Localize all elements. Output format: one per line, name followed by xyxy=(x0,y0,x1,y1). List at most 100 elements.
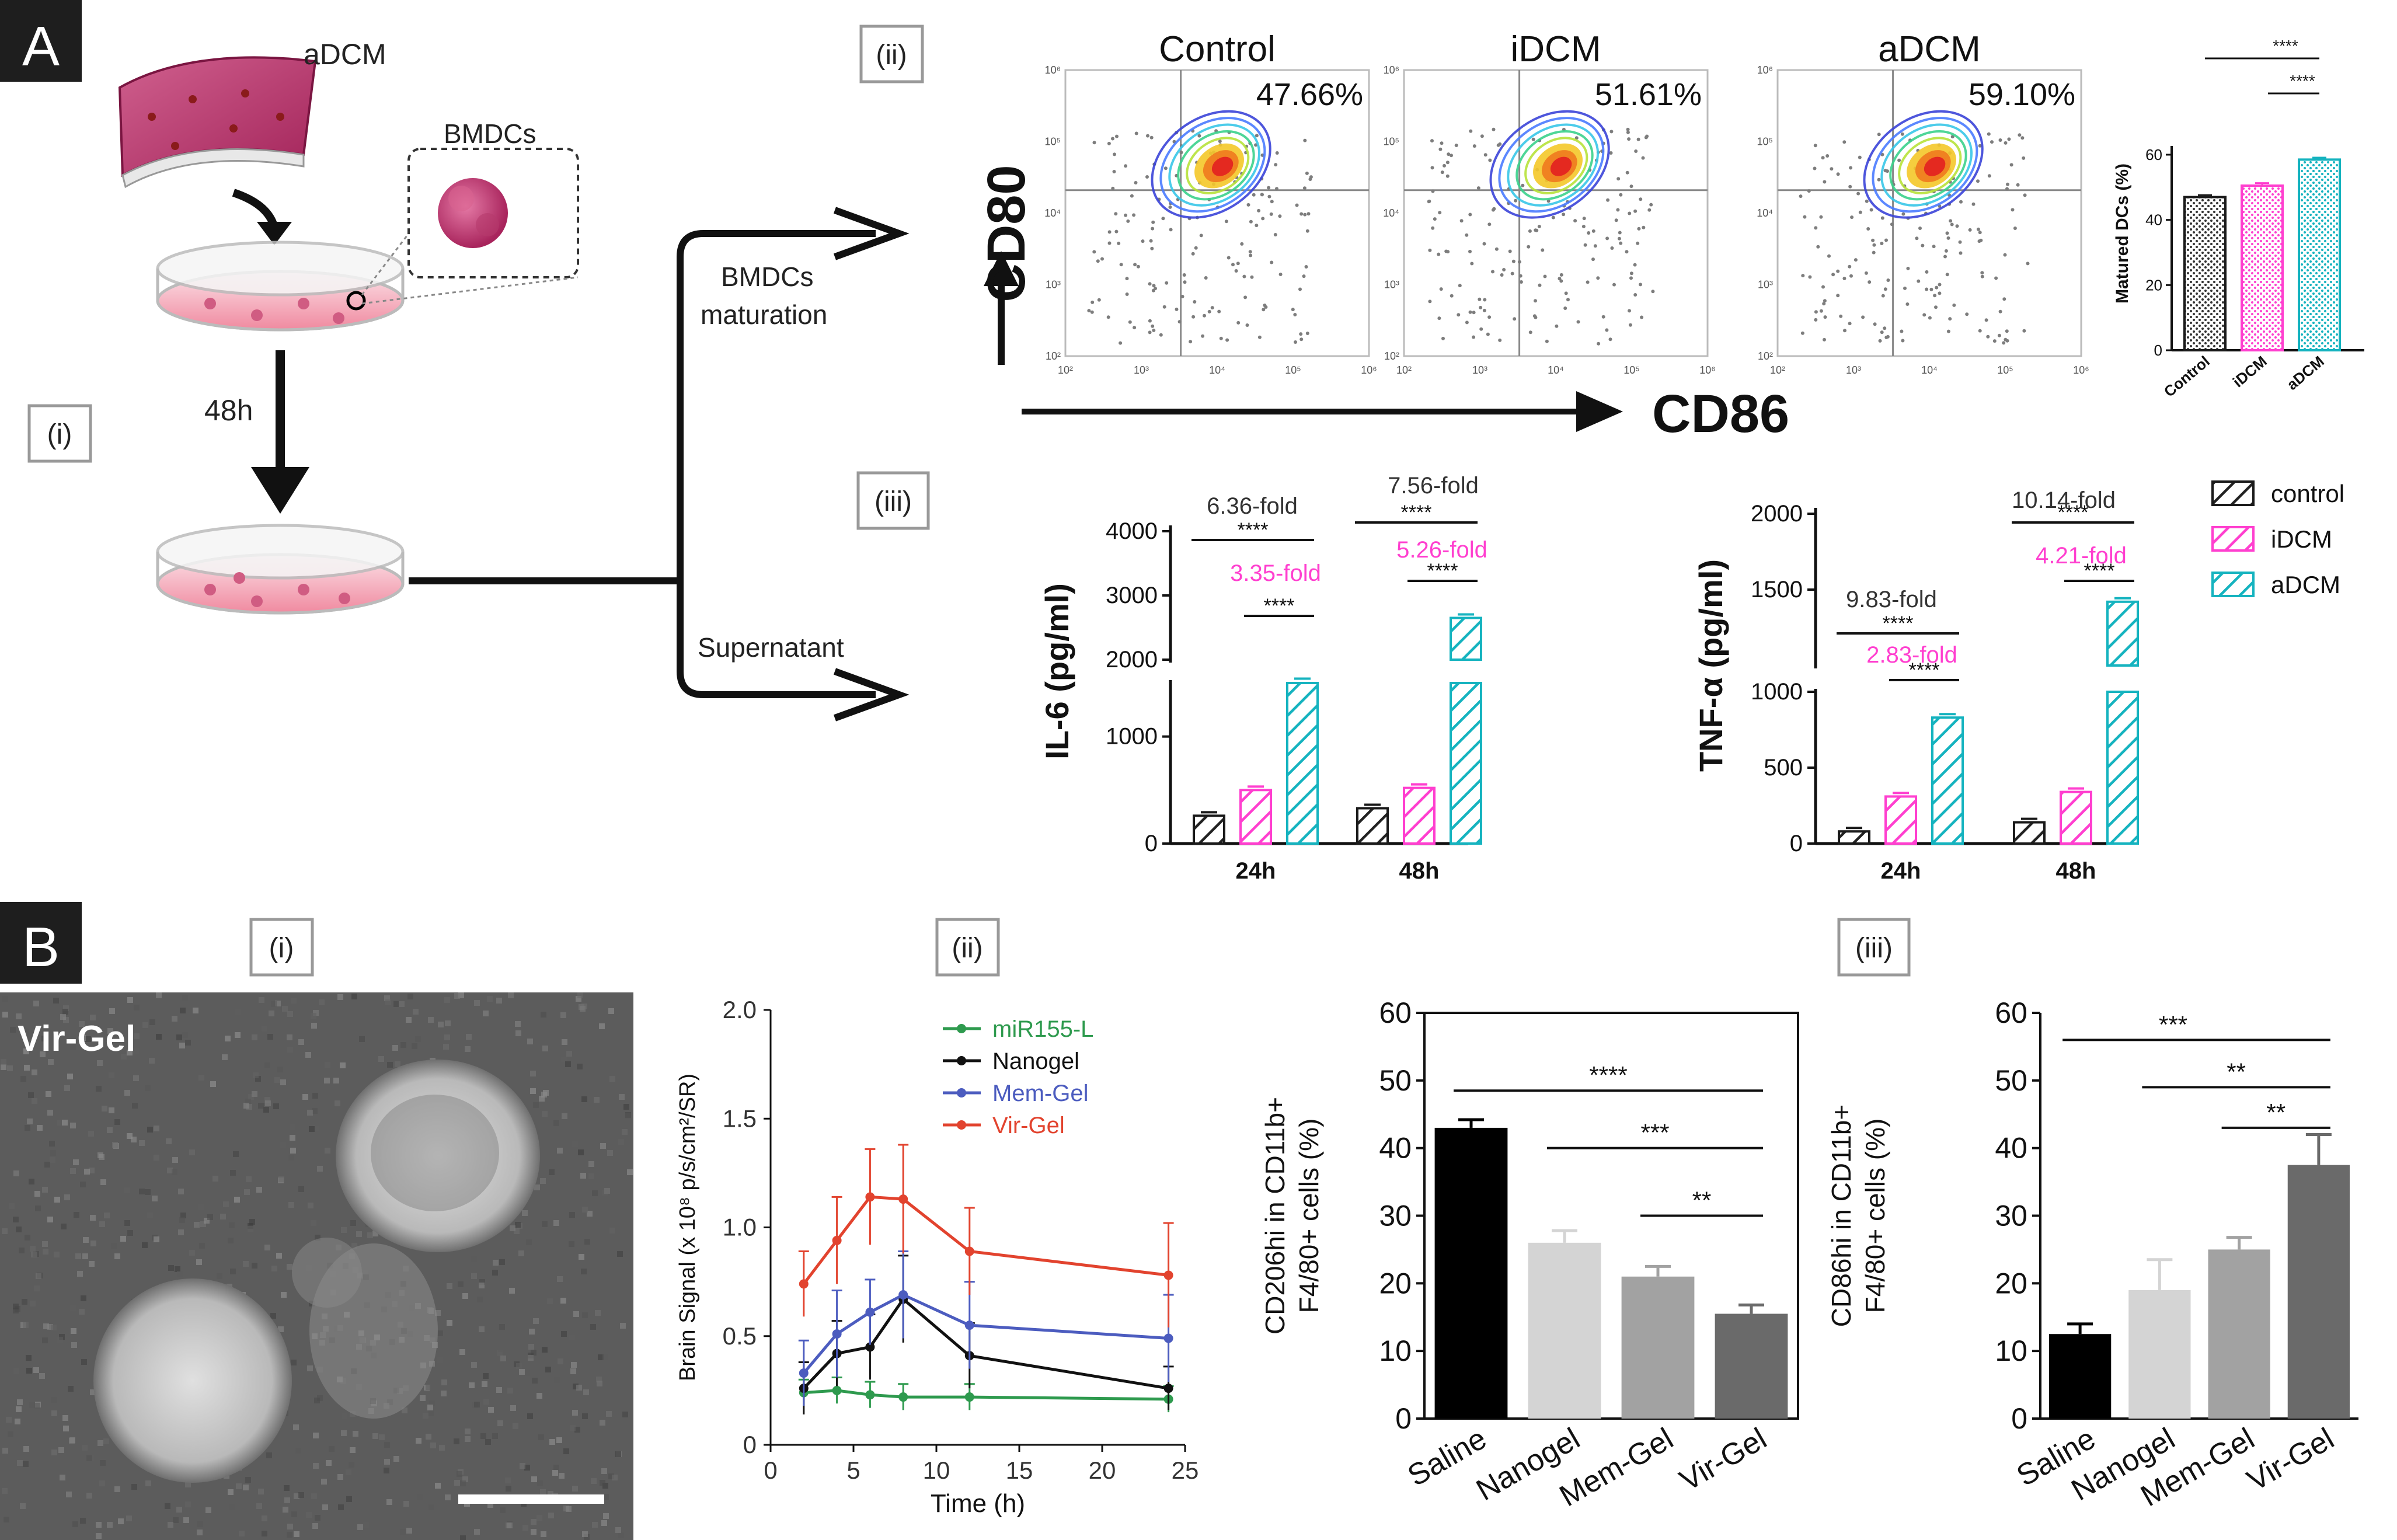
noise-speck xyxy=(109,1107,114,1113)
flow-event-dot xyxy=(1177,320,1182,324)
noise-speck xyxy=(509,1272,515,1278)
flow-x-tick-label: 10³ xyxy=(1134,364,1149,376)
flow-event-dot xyxy=(1217,309,1221,313)
noise-speck xyxy=(599,1023,605,1029)
flow-event-dot xyxy=(1823,315,1827,319)
noise-speck xyxy=(86,1455,92,1461)
noise-speck xyxy=(562,1039,567,1045)
noise-speck xyxy=(393,1001,399,1007)
flow-event-dot xyxy=(1649,203,1653,207)
noise-speck xyxy=(220,1214,226,1220)
noise-speck xyxy=(267,1034,273,1040)
noise-speck xyxy=(623,1104,629,1110)
matured-y-tick-label: 0 xyxy=(2154,342,2162,359)
noise-speck xyxy=(36,1273,41,1279)
flow-event-dot xyxy=(1179,151,1183,155)
cd86b-chart-sig-label: *** xyxy=(2159,1011,2187,1038)
flow-event-dot xyxy=(1151,227,1155,231)
noise-speck xyxy=(428,1410,434,1416)
adcm-label: aDCM xyxy=(304,38,386,71)
flow-event-dot xyxy=(1450,154,1453,158)
flow-event-dot xyxy=(1944,249,1948,253)
noise-speck xyxy=(99,1221,105,1227)
noise-speck xyxy=(506,1486,511,1492)
il6-chart-fold-label: 3.35-fold xyxy=(1230,560,1321,586)
noise-speck xyxy=(103,1438,109,1444)
flow-event-dot xyxy=(1883,169,1887,173)
il6-chart-bar xyxy=(1403,786,1436,845)
noise-speck xyxy=(553,1465,559,1471)
noise-speck xyxy=(210,1081,216,1087)
flow-event-dot xyxy=(1254,143,1258,147)
brain-legend-label: Vir-Gel xyxy=(992,1113,1065,1138)
flow-event-dot xyxy=(1201,334,1205,338)
noise-speck xyxy=(33,1001,39,1006)
il6-chart-fold-label: 7.56-fold xyxy=(1388,473,1479,499)
noise-speck xyxy=(477,1297,483,1302)
noise-speck xyxy=(393,1456,399,1462)
noise-speck xyxy=(51,1325,57,1330)
noise-speck xyxy=(315,1515,320,1521)
flow-event-dot xyxy=(1591,229,1595,233)
noise-speck xyxy=(311,1493,317,1499)
flow-event-dot xyxy=(1152,284,1156,288)
flow-plot-title: Control xyxy=(1159,29,1276,69)
noise-speck xyxy=(107,1522,113,1528)
flow-event-dot xyxy=(1836,172,1840,176)
flow-event-dot xyxy=(1090,310,1094,314)
brain-legend-label: miR155-L xyxy=(992,1016,1093,1042)
flow-event-dot xyxy=(1949,219,1953,223)
noise-speck xyxy=(199,1243,205,1249)
flow-event-dot xyxy=(1617,236,1621,241)
noise-speck xyxy=(582,1413,588,1419)
flow-event-dot xyxy=(1799,194,1803,198)
cd86b-chart-bar xyxy=(2287,1165,2350,1419)
panel-b-badge xyxy=(0,902,82,984)
noise-speck xyxy=(97,1069,103,1075)
flow-event-dot xyxy=(1459,219,1464,223)
noise-speck xyxy=(99,1480,105,1486)
flow-event-dot xyxy=(1541,248,1545,252)
flow-event-dot xyxy=(1470,262,1474,266)
noise-speck xyxy=(96,1533,102,1539)
noise-speck xyxy=(428,1504,434,1510)
noise-speck xyxy=(322,1504,328,1510)
noise-speck xyxy=(608,1008,614,1014)
flow-event-dot xyxy=(1107,230,1112,234)
flow-event-dot xyxy=(1454,144,1458,147)
noise-speck xyxy=(441,1379,447,1385)
noise-speck xyxy=(572,1141,578,1147)
noise-speck xyxy=(97,1440,103,1446)
flow-density-contour xyxy=(1889,130,1967,201)
noise-speck xyxy=(217,1273,222,1279)
noise-speck xyxy=(510,1405,516,1411)
flow-event-dot xyxy=(1100,257,1104,261)
flow-event-dot xyxy=(1162,305,1166,309)
noise-speck xyxy=(124,1187,130,1193)
flow-event-dot xyxy=(1890,222,1894,227)
flow-event-dot xyxy=(2004,141,2008,145)
noise-speck xyxy=(234,1197,240,1203)
flow-event-dot xyxy=(1883,326,1887,330)
noise-speck xyxy=(185,1040,191,1046)
noise-speck xyxy=(2,1488,8,1494)
flow-density-contour xyxy=(1186,137,1250,194)
noise-speck xyxy=(505,1478,511,1483)
noise-speck xyxy=(600,1143,606,1149)
noise-speck xyxy=(77,1271,83,1277)
noise-speck xyxy=(172,1157,178,1163)
noise-speck xyxy=(500,1356,506,1361)
flow-event-dot xyxy=(1978,329,1982,333)
noise-speck xyxy=(256,1187,262,1193)
noise-speck xyxy=(406,1017,412,1023)
noise-speck xyxy=(287,1011,293,1017)
flow-event-dot xyxy=(1576,320,1580,324)
flow-event-dot xyxy=(1814,318,1818,322)
flow-y-tick-label: 10⁴ xyxy=(1044,207,1061,219)
noise-speck xyxy=(533,1102,539,1108)
noise-speck xyxy=(13,1368,19,1374)
noise-speck xyxy=(42,1241,48,1247)
flow-event-dot xyxy=(1609,151,1613,155)
flow-event-dot xyxy=(2002,341,2006,345)
